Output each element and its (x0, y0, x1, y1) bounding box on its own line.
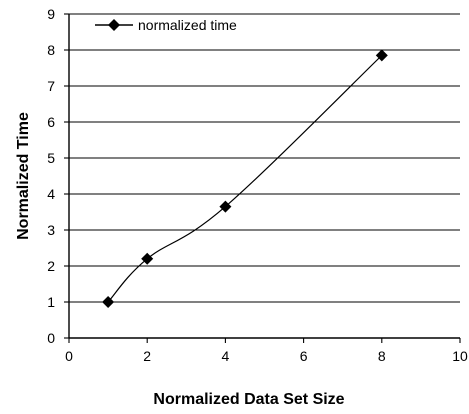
data-point-1 (102, 296, 115, 308)
x-tick-label-10: 10 (452, 348, 468, 364)
y-tick-label-1: 1 (47, 294, 55, 310)
y-tick-label-8: 8 (47, 42, 55, 58)
y-tick-label-3: 3 (47, 222, 55, 238)
y-tick-label-2: 2 (47, 258, 55, 274)
legend-diamond-marker (108, 19, 120, 31)
y-tick-label-5: 5 (47, 150, 55, 166)
y-tick-label-6: 6 (47, 114, 55, 130)
x-axis-title: Normalized Data Set Size (153, 391, 344, 408)
x-tick-label-8: 8 (378, 348, 386, 364)
y-tick-label-7: 7 (47, 78, 55, 94)
x-tick-label-2: 2 (143, 348, 151, 364)
x-tick-label-0: 0 (65, 348, 73, 364)
y-tick-label-9: 9 (47, 6, 55, 22)
y-tick-label-4: 4 (47, 186, 55, 202)
data-point-4 (219, 200, 232, 213)
x-tick-label-6: 6 (300, 348, 308, 364)
tick-labels: 0 1 2 3 4 5 6 7 8 9 0 2 4 6 8 10 (47, 6, 468, 364)
gridlines (69, 13, 460, 339)
legend: normalized time (95, 17, 237, 33)
y-axis-title: Normalized Time (15, 112, 32, 240)
series-group (102, 49, 388, 308)
y-tick-label-0: 0 (47, 330, 55, 346)
series-line-0 (107, 54, 383, 303)
x-tick-label-4: 4 (222, 348, 230, 364)
data-point-2 (141, 252, 154, 265)
axes (64, 13, 461, 343)
data-point-8 (375, 49, 388, 62)
legend-series-label: normalized time (138, 17, 237, 33)
